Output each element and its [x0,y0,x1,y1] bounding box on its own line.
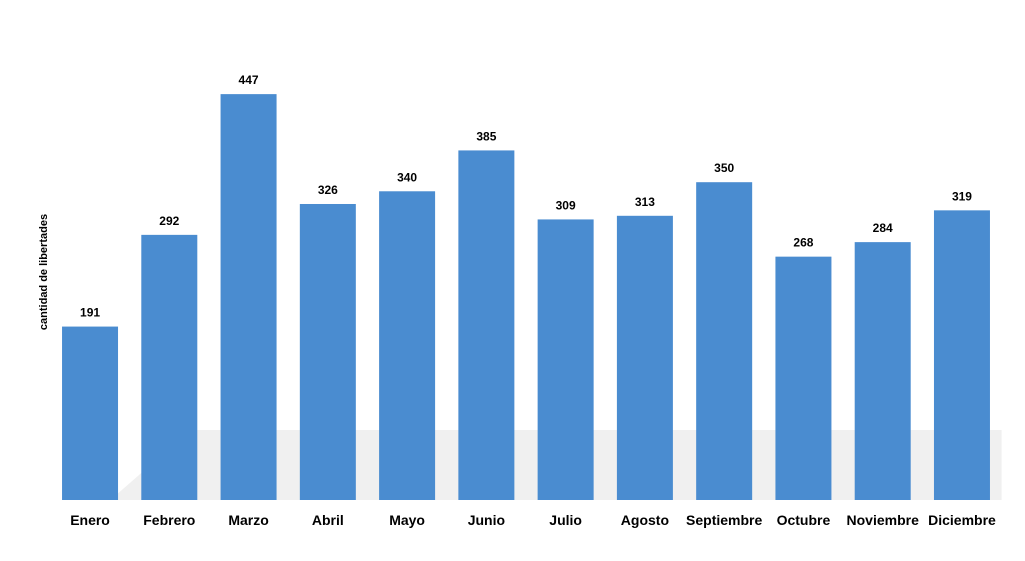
x-tick-label: Mayo [389,512,425,528]
y-axis-label: cantidad de libertades [38,214,50,330]
bar [141,234,198,500]
bar [220,94,277,501]
x-tick-label: Marzo [228,512,268,528]
data-label: 447 [239,73,259,87]
bar [775,256,832,500]
data-label: 385 [476,129,496,143]
data-label: 292 [159,214,179,228]
bar [933,210,990,500]
bar [62,326,119,500]
bar [854,242,911,501]
bar [379,191,436,500]
bar [696,182,753,500]
data-label: 309 [556,198,576,212]
data-label: 191 [80,306,100,320]
x-tick-label: Septiembre [686,512,762,528]
data-label: 350 [714,161,734,175]
x-tick-label: Julio [549,512,582,528]
bar [616,215,673,500]
x-tick-label: Agosto [621,512,669,528]
x-tick-label: Octubre [777,512,831,528]
bar [299,203,356,500]
data-label: 313 [635,195,655,209]
x-tick-label: Noviembre [847,512,920,528]
bar [537,219,594,501]
data-label: 319 [952,189,972,203]
data-label: 326 [318,183,338,197]
bar [458,150,515,501]
x-tick-label: Enero [70,512,110,528]
x-tick-label: Febrero [143,512,195,528]
data-label: 340 [397,170,417,184]
x-tick-label: Diciembre [928,512,996,528]
x-tick-label: Junio [468,512,505,528]
data-label: 284 [873,221,893,235]
data-label: 268 [793,236,813,250]
x-tick-label: Abril [312,512,344,528]
